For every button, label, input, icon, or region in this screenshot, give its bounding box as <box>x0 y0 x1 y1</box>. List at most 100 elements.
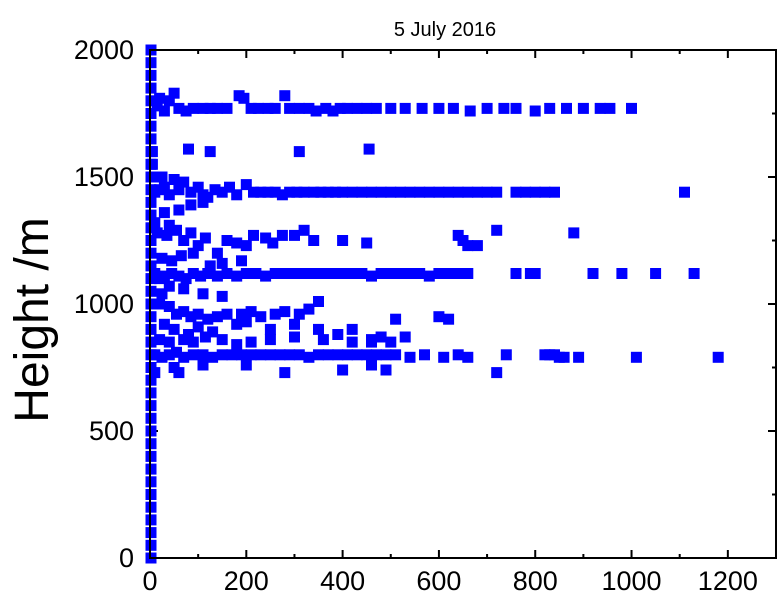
data-point <box>262 186 274 198</box>
data-point <box>175 250 187 262</box>
data-point <box>385 186 397 198</box>
data-point <box>443 268 455 279</box>
data-point <box>231 270 243 282</box>
data-point <box>154 334 166 346</box>
data-point <box>289 268 300 279</box>
data-point <box>380 349 392 361</box>
data-point <box>303 102 315 114</box>
data-point <box>346 268 358 279</box>
data-point <box>154 92 166 104</box>
x-tick-label: 1200 <box>698 566 758 596</box>
data-point <box>341 102 353 114</box>
data-point <box>279 268 291 279</box>
data-point <box>269 268 281 279</box>
data-point <box>197 288 209 300</box>
data-point <box>168 87 180 99</box>
data-point <box>163 336 175 348</box>
data-point <box>163 219 175 231</box>
data-point <box>361 349 373 361</box>
data-point <box>351 349 363 361</box>
data-point <box>462 240 474 252</box>
data-point <box>394 268 406 279</box>
data-point <box>264 334 276 346</box>
data-point <box>313 349 324 361</box>
data-point <box>688 268 700 279</box>
data-point <box>356 268 368 279</box>
data-point <box>568 227 580 239</box>
data-point <box>238 92 250 104</box>
data-point <box>178 334 190 346</box>
data-point <box>380 364 392 376</box>
data-point <box>346 186 358 198</box>
data-point <box>337 235 349 246</box>
data-point <box>231 189 243 201</box>
data-point <box>320 102 332 114</box>
data-point <box>231 237 243 249</box>
data-point <box>178 306 190 318</box>
data-point <box>197 349 209 361</box>
data-point <box>163 349 175 361</box>
x-tick-label: 200 <box>224 566 269 596</box>
data-point <box>363 143 375 155</box>
data-point <box>192 321 204 333</box>
data-point <box>221 235 233 246</box>
data-point <box>337 186 349 198</box>
data-point <box>462 351 474 363</box>
data-point <box>236 308 247 320</box>
data-point <box>207 351 219 363</box>
data-point <box>146 158 158 170</box>
data-point <box>262 102 274 114</box>
data-point <box>433 311 445 323</box>
data-point <box>626 102 637 114</box>
data-point <box>171 224 182 236</box>
data-point <box>245 102 257 114</box>
data-point <box>404 351 416 363</box>
data-point <box>163 95 175 107</box>
data-point <box>156 252 168 264</box>
data-point <box>149 367 161 379</box>
data-point <box>209 184 221 196</box>
data-point <box>187 247 199 259</box>
data-point <box>529 105 541 117</box>
data-point <box>414 268 426 279</box>
data-point <box>510 102 522 114</box>
data-point <box>390 313 402 325</box>
data-point <box>549 186 560 198</box>
data-point <box>390 349 402 361</box>
data-point <box>577 102 589 114</box>
data-point <box>178 351 190 363</box>
data-point <box>279 367 291 379</box>
data-point <box>443 186 455 198</box>
data-point <box>303 351 315 363</box>
chart-title: 5 July 2016 <box>394 19 496 41</box>
data-point <box>154 298 166 310</box>
data-point <box>163 280 175 292</box>
data-point <box>260 232 272 244</box>
data-point <box>178 283 190 295</box>
data-point <box>156 171 168 183</box>
y-axis-label: Height /m <box>6 217 59 422</box>
data-point <box>185 227 197 239</box>
data-point <box>231 318 243 330</box>
data-point <box>158 318 170 330</box>
data-point <box>394 186 406 198</box>
data-point <box>491 186 503 198</box>
data-point <box>240 179 252 191</box>
data-point <box>308 186 320 198</box>
data-point <box>216 257 228 269</box>
data-point <box>279 90 291 102</box>
plot-frame <box>149 49 777 559</box>
data-point <box>289 229 300 241</box>
data-point <box>520 186 532 198</box>
data-point <box>594 102 606 114</box>
data-point <box>245 349 257 361</box>
data-point <box>308 235 320 246</box>
data-point <box>269 186 281 198</box>
data-point <box>158 270 170 282</box>
data-point <box>356 186 368 198</box>
data-point <box>423 186 435 198</box>
data-point <box>500 349 512 361</box>
data-point <box>276 189 288 201</box>
data-point <box>187 102 199 114</box>
data-point <box>385 336 397 348</box>
